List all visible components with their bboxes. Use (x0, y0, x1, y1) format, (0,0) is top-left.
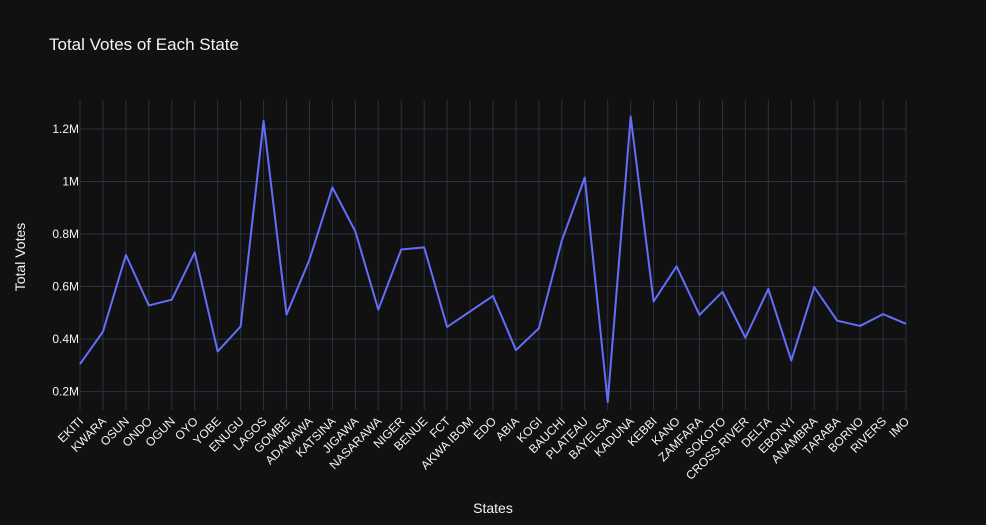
y-tick-label: 1.2M (52, 122, 79, 136)
y-tick-label: 1M (62, 174, 79, 188)
y-axis-ticks: 0.2M 0.4M 0.6M 0.8M 1M 1.2M (52, 122, 79, 399)
y-axis-title: Total Votes (12, 223, 28, 292)
grid (79, 100, 907, 410)
series-line (79, 115, 907, 404)
y-tick-label: 0.6M (52, 280, 79, 294)
x-axis-title: States (473, 500, 513, 516)
y-tick-label: 0.8M (52, 227, 79, 241)
y-tick-label: 0.2M (52, 385, 79, 399)
y-tick-label: 0.4M (52, 332, 79, 346)
chart-title: Total Votes of Each State (49, 35, 239, 54)
